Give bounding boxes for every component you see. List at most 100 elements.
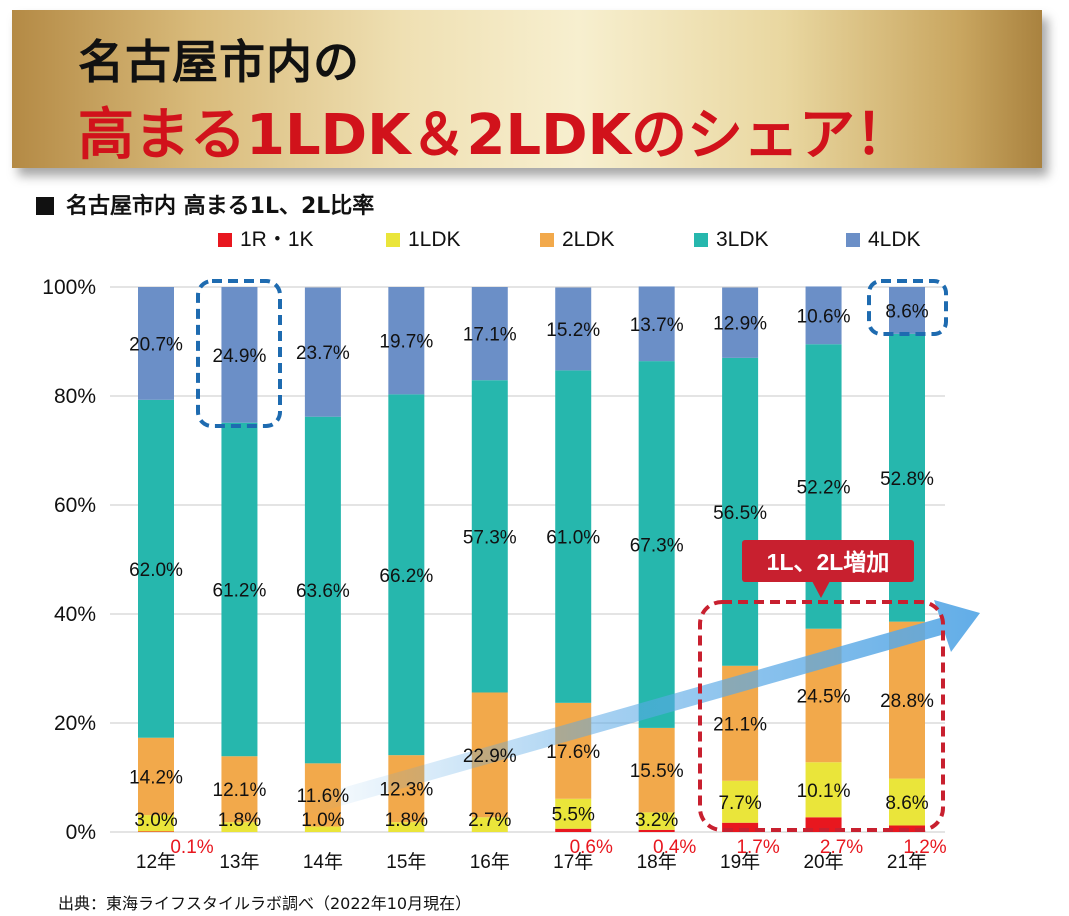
data-label: 28.8% [880, 691, 934, 712]
bar-segment [638, 829, 675, 832]
bar-segment [805, 762, 842, 818]
data-label-1ldk: 3.0% [134, 810, 177, 831]
bar-segment [471, 380, 508, 693]
bar-segment [304, 416, 341, 764]
legend-label: 3LDK [716, 228, 769, 251]
bar-segment [388, 822, 425, 832]
bar-segment [138, 815, 174, 832]
data-label-1ldk: 1.0% [301, 810, 344, 831]
data-label: 24.9% [213, 346, 267, 367]
data-label-1ldk: 2.7% [468, 810, 511, 831]
data-label: 23.7% [296, 343, 350, 364]
data-label: 12.9% [713, 314, 767, 335]
highlight-box-1l-2l [698, 600, 945, 832]
bar-segment [471, 287, 508, 381]
bar-segment [805, 286, 842, 345]
bar-segment [638, 727, 675, 813]
bar-segment [555, 702, 592, 799]
x-tick-label: 18年 [637, 851, 677, 873]
x-tick-label: 17年 [553, 851, 593, 873]
data-label-1ldk: 10.1% [797, 781, 851, 802]
y-tick-label: 60% [54, 494, 96, 517]
bar-segment [638, 361, 675, 728]
data-label: 10.6% [797, 306, 851, 327]
data-label: 8.6% [885, 301, 928, 322]
legend-label: 1R・1K [240, 228, 314, 251]
callout-pointer [812, 581, 830, 598]
title-banner: 名古屋市内の 高まる1LDK＆2LDKのシェア！ [12, 10, 1042, 168]
data-label: 14.2% [129, 767, 183, 788]
data-label: 67.3% [630, 536, 684, 557]
x-tick-label: 21年 [887, 851, 927, 873]
y-tick-label: 80% [54, 385, 96, 408]
bar-segment [221, 422, 258, 757]
data-label-1r1k: 0.6% [570, 837, 613, 858]
bar-segment [138, 737, 174, 816]
data-label: 62.0% [129, 560, 183, 581]
chart-subtitle-text: 名古屋市内 高まる1L、2L比率 [66, 194, 375, 219]
y-tick-label: 0% [66, 821, 96, 844]
bar-segment [221, 822, 258, 832]
legend-swatch [540, 233, 554, 247]
data-label: 17.6% [546, 742, 600, 763]
bar-segment [722, 780, 759, 823]
data-label-1r1k: 0.4% [653, 837, 696, 858]
data-label-1r1k: 2.7% [820, 837, 863, 858]
bar-segment [722, 822, 759, 832]
legend-swatch [218, 233, 232, 247]
data-label-1ldk: 7.7% [718, 793, 761, 814]
data-label: 21.1% [713, 714, 767, 735]
bar-segment [638, 286, 675, 362]
bar-segment [138, 831, 174, 832]
bar-segment [221, 287, 258, 423]
data-label: 11.6% [297, 786, 350, 807]
data-label-1ldk: 1.8% [218, 810, 261, 831]
bar-segment [555, 828, 592, 832]
trend-arrow [300, 600, 980, 816]
bar-segment [638, 812, 675, 830]
source-note: 出典：東海ライフスタイルラボ調べ（2022年10月現在） [58, 894, 472, 913]
banner-title-line2: 高まる1LDK＆2LDKのシェア！ [78, 103, 912, 168]
legend-label: 2LDK [562, 228, 615, 251]
y-tick-label: 20% [54, 712, 96, 735]
y-tick-label: 40% [54, 603, 96, 626]
data-label: 24.5% [797, 686, 851, 707]
data-label: 12.1% [213, 780, 267, 801]
bar-segment [722, 357, 759, 666]
data-label: 63.6% [296, 581, 350, 602]
data-label: 22.9% [463, 746, 517, 767]
x-tick-label: 12年 [136, 851, 176, 873]
x-tick-label: 19年 [720, 851, 760, 873]
bar-segment [722, 287, 759, 358]
x-tick-label: 16年 [470, 851, 510, 873]
data-label-1r1k: 1.2% [903, 837, 946, 858]
bar-segment [805, 817, 842, 832]
legend-swatch [386, 233, 400, 247]
legend-swatch [846, 233, 860, 247]
bar-segment [555, 798, 592, 829]
data-label: 66.2% [379, 566, 433, 587]
x-tick-label: 14年 [303, 851, 343, 873]
highlight-box-13-4ldk [196, 279, 282, 428]
data-label: 52.2% [797, 477, 851, 498]
bar-segment [138, 399, 174, 738]
data-label-1ldk: 1.8% [385, 810, 428, 831]
bar-segment [221, 756, 258, 823]
legend-label: 1LDK [408, 228, 461, 251]
x-tick-label: 15年 [386, 851, 426, 873]
data-label: 61.0% [546, 528, 600, 549]
data-label: 13.7% [630, 315, 684, 336]
bar-segment [889, 287, 925, 334]
callout-box [742, 540, 914, 582]
stacked-bar-chart: 1R・1K 1LDK 2LDK 3LDK 4LDK 0% 20% 40% 60% 80% 100% 1… [42, 228, 980, 873]
bar-segment [138, 287, 174, 400]
square-bullet-icon [36, 197, 54, 215]
bar-segment [555, 287, 592, 371]
data-label: 52.8% [880, 469, 934, 490]
bar-segment [388, 287, 425, 395]
x-tick-label: 20年 [803, 851, 843, 873]
y-tick-label: 100% [42, 276, 96, 299]
data-label: 15.2% [546, 320, 600, 341]
bar-segment [304, 826, 341, 832]
bar-segment [555, 370, 592, 703]
